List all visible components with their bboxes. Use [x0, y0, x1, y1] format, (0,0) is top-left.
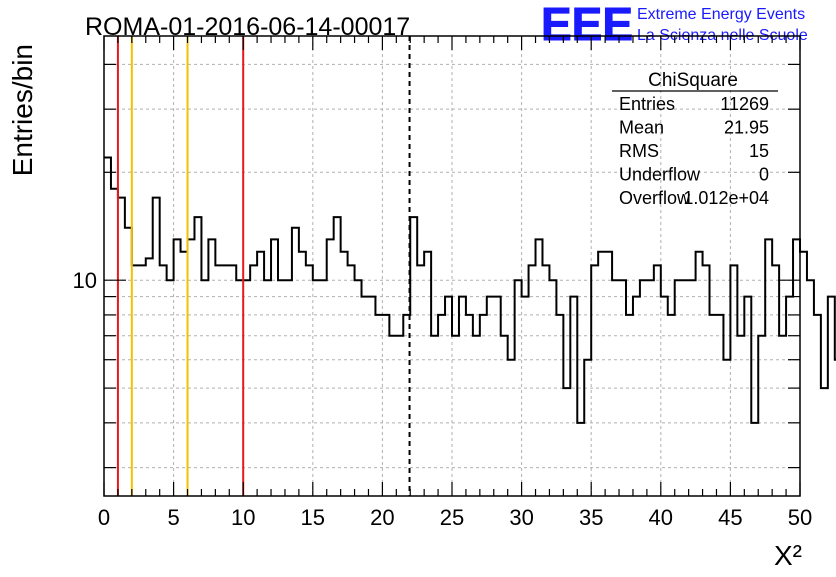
stats-row-value: 1.012e+04	[683, 188, 769, 208]
stats-row-label: RMS	[619, 141, 659, 161]
stats-row-value: 0	[759, 165, 769, 185]
histogram-layer	[104, 156, 836, 424]
x-tick-label: 0	[98, 505, 110, 530]
x-tick-label: 20	[370, 505, 394, 530]
stats-row-value: 15	[749, 141, 769, 161]
stats-row-label: Entries	[619, 94, 675, 114]
stats-row-value: 11269	[720, 94, 769, 114]
x-tick-label: 50	[788, 505, 812, 530]
x-tick-label: 25	[440, 505, 464, 530]
stats-rows: Entries 11269 Mean 21.95 RMS 15 Underflow 0 Over…	[619, 94, 769, 208]
x-tick-label: 15	[301, 505, 325, 530]
histogram-series	[104, 156, 836, 424]
stats-box: ChiSquare Entries 11269 Mean 21.95 RMS 15 Unde…	[612, 70, 778, 208]
threshold-lines	[116, 36, 411, 496]
x-tick-label: 35	[579, 505, 603, 530]
stats-row-label: Underflow	[619, 165, 701, 185]
stats-row-value: 21.95	[724, 118, 769, 138]
x-tick-label: 30	[509, 505, 533, 530]
stats-row-label: Mean	[619, 118, 664, 138]
x-tick-label: 5	[167, 505, 179, 530]
eee-logo-line1: Extreme Energy Events	[637, 6, 805, 23]
stats-box-title: ChiSquare	[648, 70, 738, 91]
x-tick-label: 45	[718, 505, 742, 530]
chart-title: ROMA-01-2016-06-14-00017	[85, 13, 410, 41]
y-tick-label: 10	[73, 268, 97, 293]
eee-logo-mark: EEE	[541, 0, 633, 50]
x-axis-ticks: 0 5 10 15 20 25 30 35 40 45 50	[98, 36, 812, 530]
y-axis-label: Entries/bin	[7, 44, 38, 176]
x-tick-label: 10	[231, 505, 255, 530]
eee-logo: EEE Extreme Energy Events La Scienza nel…	[541, 0, 808, 51]
x-tick-label: 40	[649, 505, 673, 530]
stats-row-label: Overflow	[619, 188, 691, 208]
x-axis-label: X²	[774, 540, 802, 571]
y-axis-ticks: 10	[73, 63, 800, 469]
